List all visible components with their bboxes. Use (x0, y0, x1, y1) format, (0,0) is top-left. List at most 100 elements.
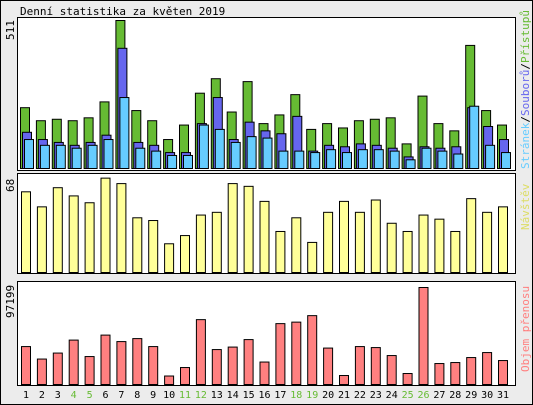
legend-pages: Stránek (519, 122, 532, 169)
bar-pages-11 (183, 154, 193, 170)
bar-volume-1 (21, 346, 31, 385)
bar-volume-4 (68, 339, 79, 385)
x-tick-label: 28 (449, 390, 461, 401)
x-tick-label: 5 (87, 390, 93, 401)
bar-pages-17 (278, 150, 289, 170)
x-tick-label: 16 (258, 390, 270, 401)
bar-visits-18 (291, 217, 302, 273)
bar-pages-20 (326, 149, 337, 169)
bar-visits-11 (180, 235, 190, 274)
bar-visits-29 (466, 198, 477, 274)
legend-files: Souborů (519, 70, 532, 116)
x-tick-label: 6 (102, 390, 108, 401)
bar-pages-23 (373, 149, 384, 169)
x-tick-label: 10 (163, 390, 175, 401)
bar-volume-23 (370, 347, 381, 385)
bar-visits-2 (36, 206, 47, 273)
bar-visits-8 (132, 217, 143, 273)
x-tick-label: 22 (354, 390, 366, 401)
bar-pages-7 (119, 97, 130, 169)
bar-visits-19 (307, 241, 318, 273)
x-tick-label: 15 (243, 390, 255, 401)
x-tick-label: 8 (134, 390, 140, 401)
bar-volume-26 (418, 287, 429, 385)
x-tick-label: 9 (150, 390, 156, 401)
bar-visits-10 (164, 243, 175, 274)
bar-pages-31 (501, 152, 511, 169)
x-tick-label: 11 (179, 390, 191, 401)
bar-volume-21 (339, 375, 349, 386)
bar-volume-12 (195, 319, 206, 386)
x-tick-label: 26 (417, 390, 429, 401)
bar-visits-7 (116, 183, 127, 273)
bar-visits-3 (52, 187, 63, 274)
bar-pages-25 (405, 159, 416, 170)
x-tick-label: 17 (274, 390, 286, 401)
bar-volume-20 (323, 347, 334, 386)
bar-visits-16 (259, 200, 270, 273)
x-tick-label: 25 (402, 390, 414, 401)
legend-hits: Přístupů (519, 10, 532, 63)
bar-pages-8 (135, 147, 146, 170)
bar-pages-13 (214, 128, 225, 169)
bar-volume-9 (148, 346, 159, 385)
bar-volume-7 (116, 341, 127, 386)
bar-volume-8 (132, 338, 143, 385)
bar-pages-16 (262, 137, 273, 169)
volume-max-label: 97199 (4, 285, 17, 318)
bar-volume-18 (291, 321, 302, 385)
bar-visits-4 (68, 195, 79, 273)
bar-volume-3 (52, 352, 63, 385)
bar-pages-9 (151, 150, 162, 170)
bar-visits-23 (370, 199, 381, 273)
bar-visits-26 (418, 214, 429, 273)
volume-legend: Objem přenosu (519, 286, 532, 372)
x-axis-labels: 1 2 3 4 5 6 7 8 9 10 11 12 13 14 15 16 17 18 19 20 21 22 23 24 2… (23, 390, 509, 401)
chart-title: Denní statistika za květen 2019 (20, 5, 225, 18)
bar-visits-17 (275, 230, 286, 273)
visits-max-label: 68 (4, 179, 17, 192)
bar-pages-19 (310, 152, 321, 169)
x-tick-label: 29 (465, 390, 477, 401)
bar-volume-17 (275, 323, 286, 385)
bar-volume-19 (307, 315, 318, 385)
bars-layer (20, 20, 511, 386)
bar-volume-30 (482, 352, 493, 386)
bar-pages-27 (437, 150, 448, 170)
bar-visits-21 (339, 200, 349, 273)
bar-visits-24 (386, 222, 397, 274)
bar-visits-30 (482, 211, 493, 274)
bar-visits-27 (434, 218, 445, 273)
bar-pages-1 (24, 139, 34, 170)
bar-pages-26 (421, 147, 432, 170)
bar-visits-6 (100, 177, 111, 273)
bar-visits-13 (211, 211, 222, 274)
bar-pages-15 (246, 136, 257, 169)
bar-visits-14 (227, 183, 238, 273)
bar-volume-27 (434, 363, 445, 386)
x-tick-label: 13 (211, 390, 223, 401)
bar-visits-1 (21, 191, 31, 273)
bar-pages-10 (167, 154, 178, 170)
bar-volume-14 (227, 346, 238, 386)
bar-pages-2 (39, 144, 50, 169)
bar-volume-5 (84, 356, 95, 385)
bar-volume-16 (259, 361, 270, 385)
x-tick-label: 21 (338, 390, 350, 401)
x-tick-label: 3 (55, 390, 61, 401)
bar-visits-20 (323, 211, 334, 274)
bar-pages-30 (485, 144, 496, 169)
bar-volume-2 (36, 358, 47, 386)
x-tick-label: 12 (195, 390, 207, 401)
bar-pages-6 (103, 139, 114, 170)
x-tick-label: 23 (370, 390, 382, 401)
bar-visits-31 (498, 206, 508, 273)
x-tick-label: 7 (118, 390, 124, 401)
bar-volume-31 (498, 360, 508, 385)
x-tick-label: 30 (481, 390, 493, 401)
bar-pages-22 (357, 149, 368, 169)
x-tick-label: 19 (306, 390, 318, 401)
x-tick-label: 14 (227, 390, 239, 401)
bar-pages-21 (342, 152, 352, 169)
